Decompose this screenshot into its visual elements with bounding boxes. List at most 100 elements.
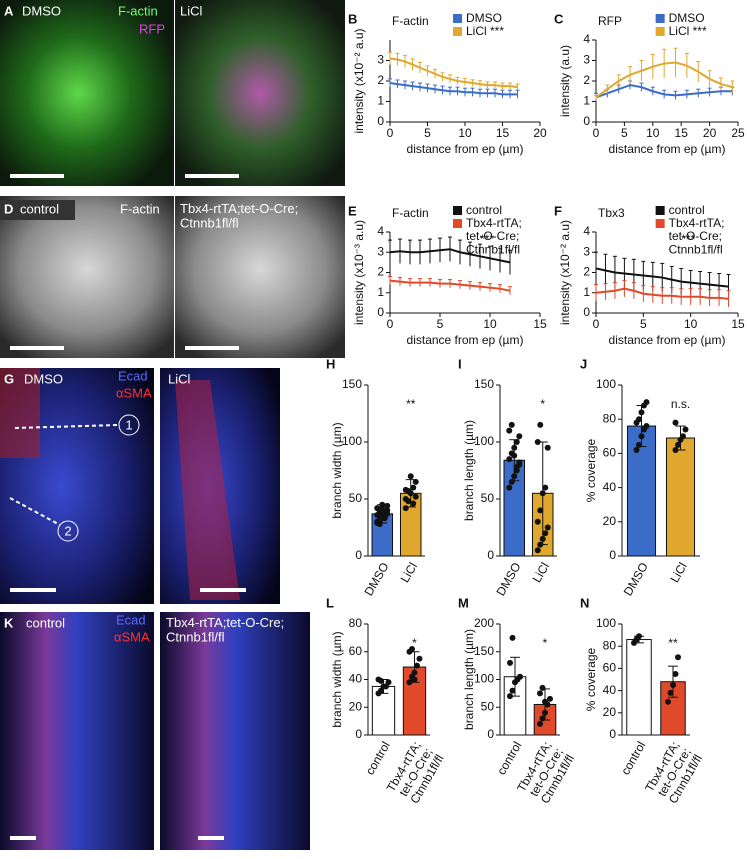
data-point (385, 679, 392, 686)
x-tick-label: 10 (646, 126, 660, 140)
data-point (507, 693, 513, 700)
x-tick-label: LiCl (398, 560, 420, 585)
data-point (675, 441, 681, 448)
data-point (636, 633, 642, 640)
x-tick-label: 10 (458, 126, 472, 140)
image-a: A DMSO F-actin RFP LiCl (0, 0, 345, 186)
data-point (508, 478, 515, 485)
annotation: * (540, 397, 545, 411)
bar (665, 437, 696, 557)
data-point (670, 682, 676, 689)
y-tick-label: 100 (474, 672, 494, 686)
y-axis-label: branch length (µm) (462, 420, 476, 521)
panel-letter: I (458, 356, 462, 371)
y-tick-label: 2 (583, 73, 590, 87)
data-point (411, 669, 418, 676)
x-tick-label: control (363, 739, 393, 777)
legend-swatch (655, 14, 665, 23)
panel-letter: L (326, 595, 334, 610)
data-point (665, 698, 671, 705)
data-point (513, 464, 520, 471)
data-point (542, 530, 549, 537)
bar (626, 639, 652, 736)
x-axis-label: distance from ep (µm) (609, 333, 726, 347)
data-point (675, 654, 681, 661)
legend-label: DMSO (669, 11, 705, 25)
y-tick-label: 40 (349, 672, 363, 686)
y-tick-label: 1 (377, 94, 384, 108)
image-label: LiCl (180, 3, 203, 18)
panel-letter: C (554, 11, 564, 26)
panel-letter: H (326, 356, 335, 371)
panel-letter: J (580, 356, 587, 371)
y-tick-label: 100 (596, 377, 616, 391)
legend-swatch (655, 27, 665, 36)
data-point (381, 514, 388, 521)
image-label: Ecad (118, 368, 148, 383)
x-tick-label: 15 (533, 317, 547, 331)
data-point (513, 439, 520, 445)
data-point (379, 501, 386, 508)
data-point (517, 673, 523, 680)
x-tick-label: 15 (675, 126, 689, 140)
y-tick-label: 0 (583, 114, 590, 128)
legend-label: control (669, 203, 705, 217)
panel-letter: N (580, 595, 589, 610)
y-tick-label: 1 (377, 285, 384, 299)
y-tick-label: 2 (377, 265, 384, 279)
image-d: D control F-actin Tbx4-rtTA;tet-O-Cre; Ct… (0, 196, 345, 358)
x-tick-label: control (618, 739, 648, 777)
y-tick-label: 60 (603, 661, 617, 675)
series-line (595, 267, 729, 288)
chart-title: F-actin (392, 206, 429, 220)
data-point (378, 677, 384, 684)
panel-letter: M (458, 595, 469, 610)
image-label: Ecad (116, 612, 146, 627)
y-axis-label: % coverage (584, 647, 598, 711)
chart-title: RFP (598, 14, 622, 28)
x-tick-label: 15 (496, 126, 510, 140)
data-point (542, 709, 548, 716)
y-tick-label: 50 (481, 699, 495, 713)
legend-label: Tbx4-rtTA; tet-O-Cre; Ctnnb1fl/fl (669, 216, 725, 256)
data-point (539, 490, 546, 497)
legend-swatch (453, 14, 462, 23)
image-label: 1 (125, 417, 132, 432)
y-tick-label: 3 (583, 53, 590, 67)
data-point (511, 444, 518, 451)
y-tick-label: 100 (474, 434, 494, 448)
legend-swatch (655, 206, 665, 215)
legend-label: LiCl *** (669, 24, 707, 38)
x-axis-label: distance from ep (µm) (407, 142, 524, 156)
x-tick-label: LiCl (667, 560, 689, 585)
annotation: *** (480, 232, 494, 246)
y-tick-label: 80 (349, 616, 363, 630)
image-label: αSMA (114, 629, 150, 644)
y-tick-label: 150 (474, 644, 494, 658)
data-point (636, 416, 642, 423)
data-point (384, 502, 391, 509)
data-point (667, 689, 674, 696)
y-tick-label: 4 (583, 32, 590, 46)
data-point (374, 519, 381, 526)
y-tick-label: 0 (583, 305, 590, 319)
series-line (389, 82, 518, 96)
y-tick-label: 0 (487, 727, 494, 741)
series-line (389, 57, 518, 89)
data-point (506, 456, 513, 463)
image-label: Tbx4-rtTA;tet-O-Cre; Ctnnb1fl/fl (166, 615, 284, 644)
y-tick-label: 0 (609, 548, 616, 562)
data-point (537, 421, 544, 428)
image-g: G DMSO Ecad αSMA LiCl 1 2 (0, 368, 280, 604)
x-tick-label: 10 (483, 317, 497, 331)
y-tick-label: 1 (583, 285, 590, 299)
y-tick-label: 2 (583, 265, 590, 279)
data-point (643, 399, 650, 406)
data-point (643, 423, 650, 430)
image-label: Tbx4-rtTA;tet-O-Cre; Ctnnb1fl/fl (180, 201, 298, 230)
series-line (595, 84, 733, 99)
image-k: K control Ecad αSMA Tbx4-rtTA;tet-O-Cre;… (0, 612, 310, 850)
data-point (682, 426, 689, 433)
x-tick-label: Tbx4-rtTA;tet-O-Cre;Ctnnb1fl/fl (642, 739, 705, 808)
data-point (509, 687, 516, 694)
